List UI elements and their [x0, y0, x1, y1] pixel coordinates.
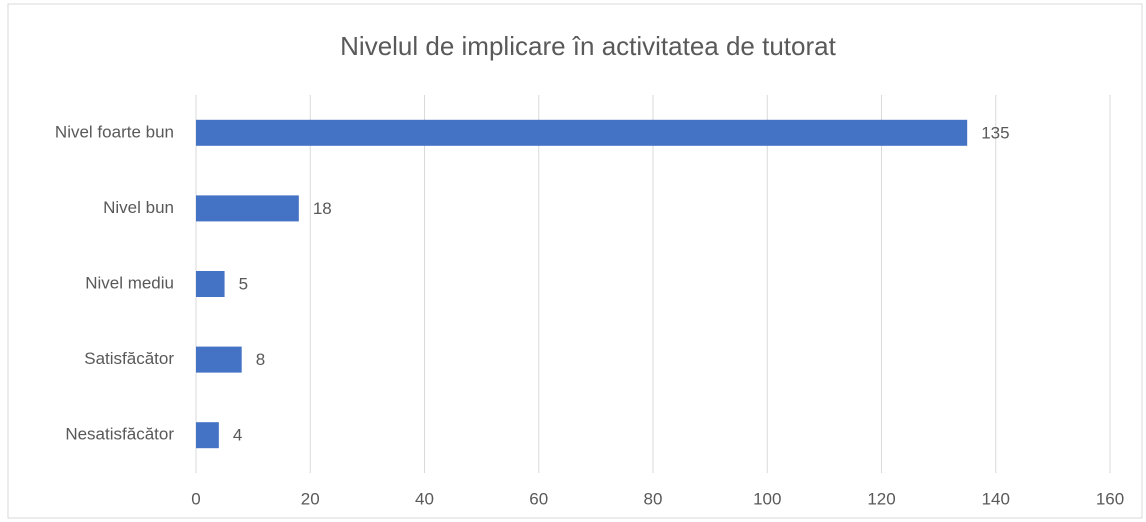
- x-tick-label: 140: [982, 489, 1010, 508]
- bar: [196, 119, 968, 146]
- x-tick-label: 60: [529, 489, 548, 508]
- bar: [196, 271, 225, 297]
- chart-border: [7, 3, 1143, 519]
- x-tick-label: 160: [1096, 489, 1124, 508]
- bar: [196, 422, 219, 449]
- x-tick-label: 40: [415, 489, 434, 508]
- bar: [196, 195, 299, 222]
- y-tick-label: Satisfăcător: [84, 349, 174, 368]
- x-tick-label: 120: [867, 489, 895, 508]
- x-tick-label: 80: [644, 489, 663, 508]
- chart-title: Nivelul de implicare în activitatea de t…: [340, 31, 836, 61]
- data-label: 4: [233, 426, 242, 445]
- data-label: 5: [239, 274, 248, 293]
- data-label: 18: [313, 199, 332, 218]
- x-tick-label: 100: [753, 489, 781, 508]
- y-tick-label: Nivel foarte bun: [55, 122, 174, 141]
- y-tick-label: Nivel mediu: [85, 273, 174, 292]
- bar: [196, 346, 242, 373]
- data-label: 8: [256, 350, 265, 369]
- y-tick-label: Nivel bun: [103, 198, 174, 217]
- x-tick-label: 0: [191, 489, 200, 508]
- x-tick-label: 20: [301, 489, 320, 508]
- data-label: 135: [981, 123, 1009, 142]
- y-tick-label: Nesatisfăcător: [65, 425, 174, 444]
